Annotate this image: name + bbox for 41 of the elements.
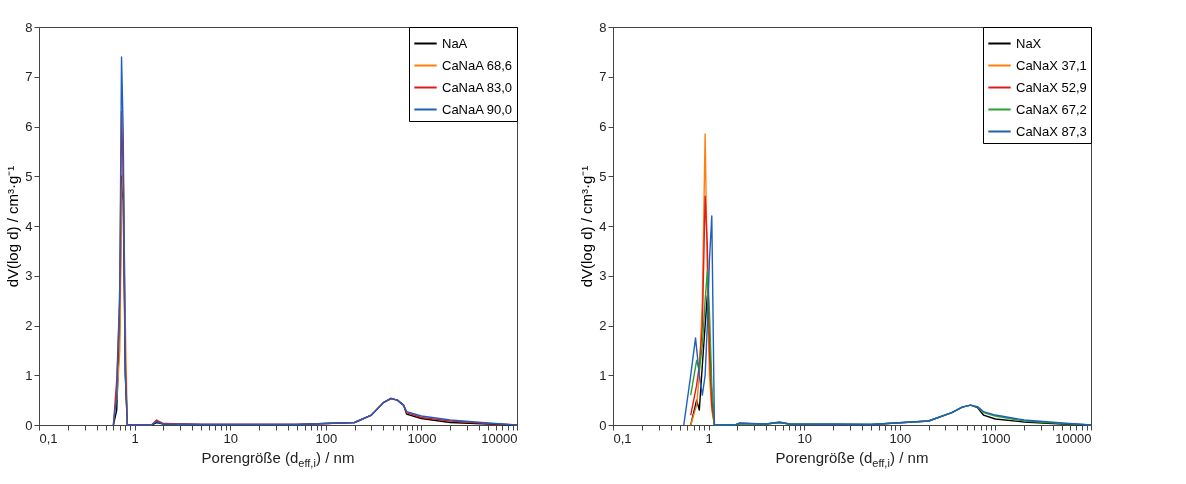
y-tick-label: 3 — [599, 268, 607, 284]
y-tick-label: 8 — [599, 19, 607, 35]
y-axis-title: dV(log d) / cm³·g⁻¹ — [4, 165, 22, 288]
y-tick-label: 1 — [599, 367, 607, 383]
y-tick-label: 7 — [25, 69, 33, 85]
legend-label: CaNaA 68,6 — [442, 57, 513, 73]
legend-label: CaNaA 83,0 — [442, 79, 513, 95]
x-tick-label: 1 — [705, 430, 713, 446]
x-tick-label: 10 — [223, 430, 238, 446]
legend-label: CaNaX 37,1 — [1016, 57, 1087, 73]
y-tick-label: 1 — [25, 367, 33, 383]
x-tick-label: 100 — [315, 430, 338, 446]
y-tick-label: 8 — [25, 19, 33, 35]
y-tick-label: 4 — [599, 218, 607, 234]
y-tick-label: 2 — [25, 318, 33, 333]
y-axis-title: dV(log d) / cm³·g⁻¹ — [578, 165, 596, 288]
legend-label: CaNaX 67,2 — [1016, 101, 1087, 117]
y-tick-label: 0 — [25, 417, 33, 433]
x-tick-label: 10000 — [481, 430, 518, 446]
legend-label: NaX — [1016, 35, 1042, 51]
x-tick-label: 0,1 — [39, 430, 58, 446]
y-tick-label: 5 — [599, 168, 607, 184]
y-tick-label: 7 — [599, 69, 607, 85]
x-tick-label: 1000 — [981, 430, 1011, 446]
x-tick-label: 100 — [889, 430, 912, 446]
x-tick-label: 10 — [797, 430, 812, 446]
x-tick-label: 10000 — [1055, 430, 1092, 446]
legend-label: CaNaA 90,0 — [442, 101, 513, 117]
y-tick-label: 5 — [25, 168, 33, 184]
y-tick-label: 0 — [599, 417, 607, 433]
legend-label: CaNaX 87,3 — [1016, 123, 1087, 139]
x-tick-label: 1 — [131, 430, 139, 446]
y-tick-label: 2 — [599, 318, 607, 333]
legend-label: NaA — [442, 35, 468, 51]
legend-label: CaNaX 52,9 — [1016, 79, 1087, 95]
x-tick-label: 1000 — [407, 430, 437, 446]
y-tick-label: 6 — [599, 119, 607, 134]
y-tick-label: 4 — [25, 218, 33, 234]
y-tick-label: 6 — [25, 119, 33, 134]
x-tick-label: 0,1 — [613, 430, 632, 446]
y-tick-label: 3 — [25, 268, 33, 284]
